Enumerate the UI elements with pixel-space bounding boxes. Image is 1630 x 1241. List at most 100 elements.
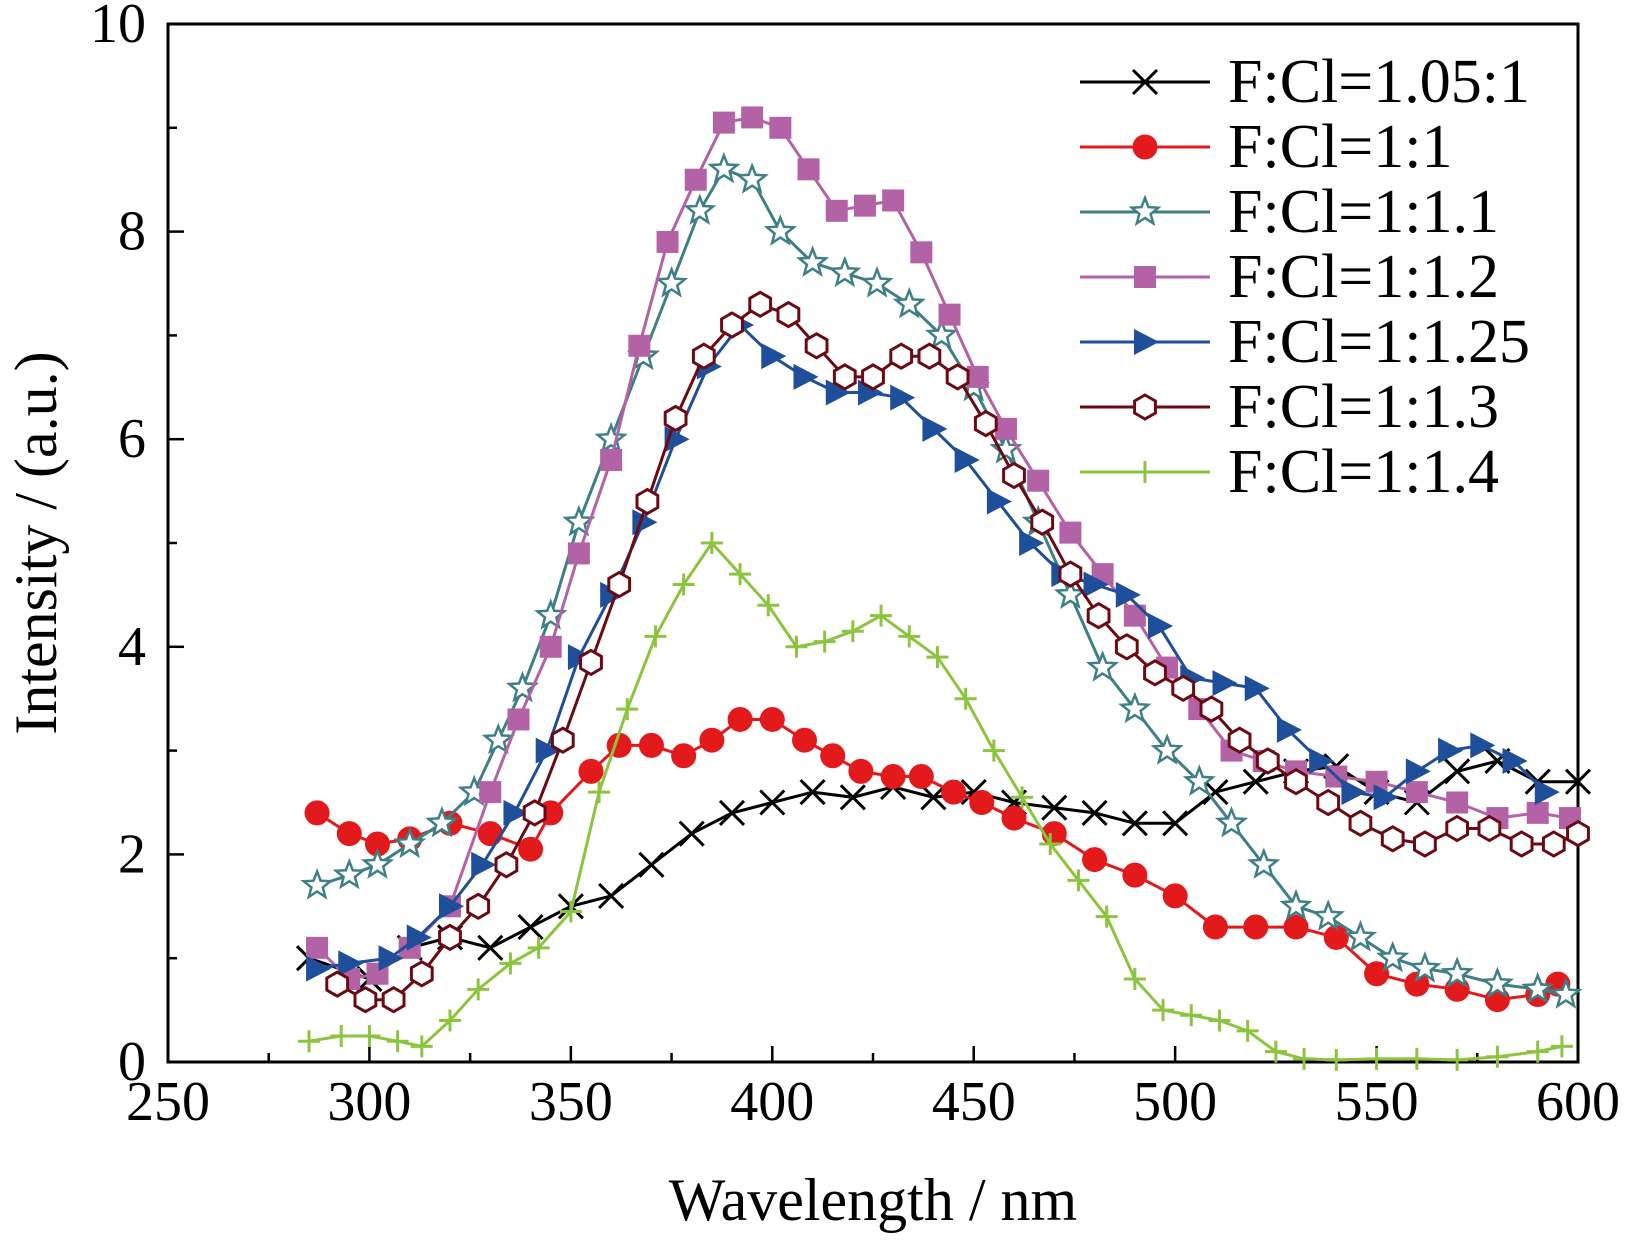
data-point (954, 446, 980, 473)
data-point (700, 532, 723, 554)
data-point (1255, 747, 1280, 775)
data-point (973, 409, 998, 438)
data-point (332, 857, 366, 890)
data-point (1373, 784, 1399, 811)
data-point (982, 739, 1005, 762)
data-point (338, 950, 364, 977)
data-point (1081, 799, 1108, 826)
data-point (578, 758, 604, 784)
data-point (678, 820, 705, 847)
data-point (471, 851, 497, 878)
data-point (336, 821, 362, 847)
data-point (825, 379, 851, 406)
data-point (763, 214, 797, 246)
data-point (671, 743, 697, 769)
data-point (562, 504, 596, 537)
data-point (848, 758, 874, 784)
data-point (769, 116, 792, 139)
data-point (882, 189, 905, 212)
data-point (1470, 732, 1496, 759)
data-point (1002, 461, 1026, 490)
data-point (1236, 1019, 1259, 1042)
data-point (306, 955, 332, 982)
data-point (1011, 786, 1034, 809)
legend: F:Cl=1.05:1F:Cl=1:1F:Cl=1:1.1F:Cl=1:1.2F… (1080, 48, 1530, 506)
data-point (410, 1035, 433, 1058)
data-point (353, 985, 378, 1014)
x-axis-title: Wavelength / nm (669, 1167, 1077, 1233)
data-point (892, 286, 926, 319)
data-point (785, 635, 808, 658)
data-point (1309, 747, 1335, 774)
data-point (409, 960, 434, 988)
legend-label: F:Cl=1:1.4 (1228, 438, 1499, 506)
data-point (607, 570, 632, 599)
data-point (1283, 914, 1309, 940)
data-point (616, 698, 639, 721)
data-point (559, 900, 582, 923)
data-point (1264, 1040, 1287, 1063)
data-point (1152, 999, 1175, 1022)
y-tick-label: 2 (118, 823, 146, 885)
data-point (1123, 967, 1146, 990)
y-tick-label: 0 (118, 1031, 146, 1093)
data-point (799, 779, 826, 806)
data-point (761, 343, 787, 370)
data-point (922, 415, 948, 442)
data-point (1446, 791, 1469, 814)
data-point (505, 670, 540, 703)
data-point (1405, 1047, 1428, 1070)
data-point (438, 923, 462, 952)
data-point (1214, 805, 1249, 838)
x-tick-label: 250 (126, 1071, 210, 1133)
data-point (628, 334, 651, 357)
data-point (325, 970, 350, 998)
data-point (735, 162, 769, 194)
series-4 (306, 106, 1581, 990)
data-point (898, 625, 921, 648)
x-tick-label: 450 (932, 1071, 1016, 1133)
data-point (1027, 469, 1050, 492)
data-point (945, 363, 970, 391)
data-point (759, 706, 785, 732)
legend-marker (1131, 68, 1159, 96)
data-point (600, 581, 626, 608)
data-point (638, 732, 664, 758)
legend-entry: F:Cl=1:1.4 (1080, 438, 1499, 506)
data-point (1123, 604, 1146, 627)
data-point (795, 245, 830, 277)
data-point (699, 727, 725, 753)
data-point (684, 168, 707, 191)
data-point (1526, 801, 1549, 824)
data-point (466, 892, 491, 921)
data-point (1405, 758, 1431, 785)
data-point (477, 821, 503, 847)
data-point (861, 363, 885, 391)
data-point (1244, 675, 1270, 702)
legend-marker (1134, 329, 1159, 355)
data-point (360, 847, 395, 879)
data-point (683, 193, 717, 226)
data-point (1041, 794, 1068, 821)
data-point (1242, 768, 1269, 795)
data-point (1039, 833, 1062, 856)
data-point (1202, 779, 1229, 806)
data-point (1121, 810, 1148, 837)
data-point (655, 266, 689, 298)
data-point (917, 342, 942, 370)
legend-marker (1128, 194, 1162, 227)
data-point (857, 379, 883, 406)
data-point (727, 706, 753, 732)
data-point (300, 868, 334, 900)
data-point (986, 488, 1012, 515)
data-point (381, 985, 406, 1014)
data-point (378, 945, 404, 972)
data-point (1541, 830, 1566, 858)
data-point (1171, 674, 1196, 703)
data-point (741, 106, 764, 129)
x-tick-label: 600 (1536, 1071, 1620, 1133)
data-point (503, 799, 529, 826)
data-point (924, 317, 959, 350)
data-point (527, 936, 550, 959)
